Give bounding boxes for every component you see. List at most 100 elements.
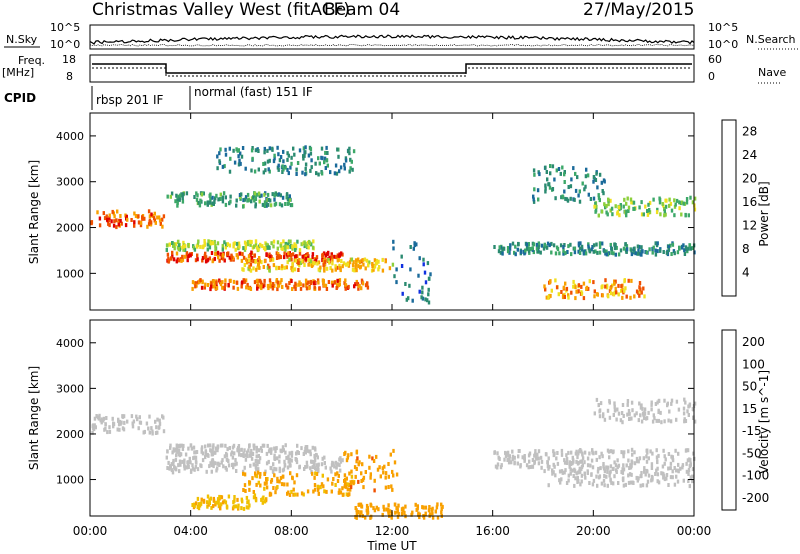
data-cell [572,279,575,284]
data-cell [678,206,681,211]
data-cell [138,220,141,225]
data-cell [192,445,196,450]
data-cell [237,148,240,153]
data-cell [203,241,207,246]
nsearch-tick-bottom: 10^0 [708,38,738,51]
data-cell [355,508,358,513]
data-cell [235,253,238,258]
data-cell [584,475,587,480]
data-cell [638,281,642,285]
data-cell [170,256,173,261]
data-cell [549,293,552,298]
data-cell [267,459,270,464]
data-cell [258,456,262,461]
data-cell [284,247,287,252]
data-cell [340,251,343,256]
data-cell [283,459,286,464]
data-cell [331,283,334,288]
data-cell [185,191,189,196]
data-cell [331,258,334,263]
data-cell [639,405,643,410]
data-cell [637,290,640,295]
data-cell [257,454,260,458]
data-cell [615,290,618,295]
data-cell [633,450,636,455]
data-cell [626,196,629,201]
data-cell [257,261,260,266]
data-cell [253,191,257,196]
data-cell [279,155,283,159]
data-cell [191,503,194,507]
data-cell [256,284,259,289]
data-cell [527,249,531,254]
data-cell [257,167,260,172]
data-cell [404,282,407,286]
data-cell [176,257,179,262]
data-cell [583,471,586,476]
data-cell [146,224,149,229]
data-cell [288,194,291,199]
data-cell [645,448,648,453]
freq-tick-bottom: 8 [66,70,73,83]
data-cell [605,252,608,257]
data-cell [361,258,364,263]
data-cell [613,290,616,295]
data-cell [95,414,98,418]
colorbar-tick-label: 20 [742,172,757,186]
data-cell [388,266,392,271]
data-cell [373,258,377,263]
data-cell [287,459,290,464]
data-cell [612,413,615,417]
data-cell [210,463,213,468]
data-cell [210,452,213,457]
data-cell [269,255,272,259]
data-cell [241,252,244,257]
data-cell [310,158,313,163]
data-cell [623,197,626,202]
data-cell [513,455,516,460]
data-cell [560,477,563,482]
data-cell [206,258,209,263]
data-cell [263,499,267,504]
data-cell [151,214,155,218]
data-cell [212,202,215,206]
data-cell [597,213,600,218]
data-cell [324,283,328,288]
data-cell [106,430,109,435]
data-cell [298,148,302,153]
data-cell [563,172,566,177]
data-cell [547,456,550,461]
data-cell [692,416,695,420]
data-cell [284,241,287,246]
data-cell [91,430,94,435]
data-cell [592,478,596,483]
data-cell [315,463,318,468]
data-cell [685,469,689,474]
data-cell [289,165,292,170]
data-cell [213,239,216,244]
data-cell [627,480,631,485]
data-cell [247,198,250,203]
x-tick-label: 00:00 [73,524,108,538]
velocity-ylabel: Slant Range [km] [27,366,41,470]
data-cell [189,460,192,465]
data-cell [628,466,631,470]
data-cell [248,503,251,508]
data-cell [272,244,275,249]
data-cell [544,183,547,188]
data-cell [366,507,369,512]
data-cell [521,455,524,460]
data-cell [348,471,351,476]
x-tick-label: 12:00 [375,524,410,538]
data-cell [655,468,658,473]
data-cell [580,291,584,296]
data-cell [268,265,271,270]
data-cell [689,458,692,463]
data-cell [349,480,352,485]
data-cell [613,281,616,286]
data-cell [183,464,186,469]
data-cell [265,477,268,481]
